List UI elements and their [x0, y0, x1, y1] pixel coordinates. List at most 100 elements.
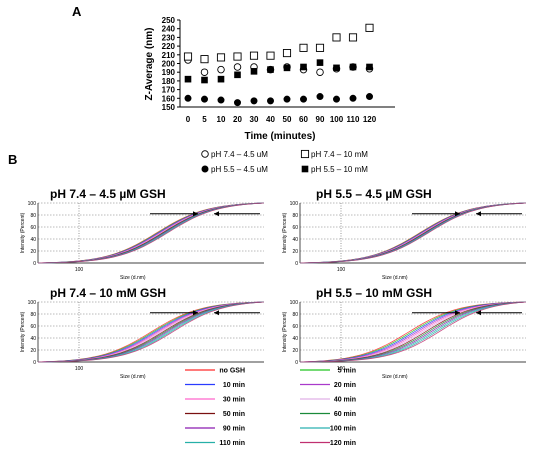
data-point	[366, 63, 373, 71]
y-tick-label: 100	[28, 201, 37, 207]
y-tick-label: 240	[162, 25, 176, 34]
key-label: 90 min	[223, 426, 245, 433]
distribution-curve	[37, 202, 265, 264]
distribution-curve	[299, 202, 527, 264]
distribution-curve	[37, 202, 265, 264]
x-tick-label: 100	[330, 115, 344, 124]
data-point	[333, 95, 340, 103]
data-point	[267, 66, 274, 73]
distribution-curve	[37, 301, 265, 363]
size-distribution-chart: pH 7.4 – 10 mM GSH 0 20 40 60 80 100 100 Size (d…	[20, 286, 265, 380]
arrow-head	[193, 310, 198, 316]
data-point	[299, 43, 308, 52]
legend-label: pH 7.4 – 4.5 uM	[211, 150, 268, 159]
distribution-curve	[37, 202, 265, 264]
distribution-curve	[37, 202, 265, 264]
x-tick-label: 90	[316, 115, 325, 124]
y-tick-label: 60	[292, 225, 298, 231]
key-label: 20 min	[334, 382, 356, 389]
arrow-head	[214, 211, 219, 217]
key-label: 50 min	[223, 411, 245, 418]
distribution-curve	[37, 202, 265, 264]
x-axis-label: Size (d.nm)	[382, 275, 408, 281]
y-tick-label: 20	[30, 348, 36, 354]
x-tick-label: 120	[363, 115, 377, 124]
legend-marker	[201, 150, 209, 158]
distribution-curve	[299, 202, 527, 264]
y-tick-label: 80	[30, 312, 36, 318]
distribution-curve	[299, 202, 527, 264]
scatter-legend: pH 7.4 – 4.5 uM pH 7.4 – 10 mM pH 5.5 – 4.…	[201, 149, 368, 174]
x-tick-label: 110	[347, 115, 360, 124]
y-tick-label: 170	[162, 86, 176, 95]
y-tick-label: 60	[292, 324, 298, 330]
subchart-title: pH 7.4 – 10 mM GSH	[50, 286, 166, 300]
x-tick-label: 100	[337, 267, 346, 273]
y-tick-label: 100	[290, 201, 299, 207]
distribution-curve	[299, 202, 527, 264]
y-tick-label: 60	[30, 324, 36, 330]
y-tick-label: 200	[162, 60, 176, 69]
legend-label: pH 5.5 – 4.5 uM	[211, 165, 268, 174]
y-tick-label: 0	[33, 261, 36, 267]
y-tick-label: 40	[292, 237, 298, 243]
y-tick-label: 220	[162, 42, 176, 51]
distribution-curve	[299, 301, 527, 363]
data-point	[316, 59, 324, 66]
subchart-title: pH 7.4 – 4.5 µM GSH	[50, 187, 166, 201]
distribution-curve	[299, 202, 527, 264]
distribution-curve	[299, 202, 527, 264]
data-point	[365, 23, 374, 32]
y-tick-label: 80	[292, 213, 298, 219]
x-axis-label: Size (d.nm)	[120, 374, 146, 380]
y-tick-label: 60	[30, 225, 36, 231]
data-point	[200, 68, 209, 76]
y-tick-label: 230	[162, 33, 176, 42]
data-point	[217, 96, 225, 104]
x-tick-label: 100	[337, 366, 346, 372]
data-point	[349, 94, 357, 102]
y-tick-label: 20	[30, 249, 36, 255]
key-label: 60 min	[334, 411, 356, 418]
data-point	[266, 51, 275, 60]
distribution-curve	[299, 301, 527, 363]
distribution-curve	[37, 202, 265, 264]
distribution-curve	[37, 202, 265, 264]
y-tick-label: 250	[162, 16, 176, 25]
y-tick-label: 210	[162, 51, 176, 60]
distribution-curve	[299, 301, 527, 363]
distribution-curve	[299, 301, 527, 363]
y-tick-label: 100	[28, 300, 37, 306]
y-tick-label: 180	[162, 77, 176, 86]
x-tick-label: 60	[299, 115, 308, 124]
data-point	[217, 75, 225, 83]
key-label: 10 min	[223, 382, 245, 389]
distribution-curve	[299, 301, 527, 363]
arrow-head	[455, 310, 460, 316]
data-point	[349, 63, 357, 71]
y-tick-label: 20	[292, 348, 298, 354]
data-point	[250, 68, 258, 75]
distribution-curve	[299, 301, 527, 363]
y-tick-label: 160	[162, 94, 176, 103]
distribution-curve	[299, 202, 527, 264]
key-label: 110 min	[219, 440, 245, 447]
distribution-curve	[37, 202, 265, 264]
data-point	[201, 95, 208, 103]
key-label: 40 min	[334, 397, 356, 404]
x-axis-title: Time (minutes)	[245, 131, 316, 142]
data-point	[234, 99, 241, 107]
arrow-head	[476, 310, 481, 316]
legend-marker	[300, 149, 310, 159]
data-point	[300, 63, 307, 71]
x-axis-label: Size (d.nm)	[120, 275, 146, 281]
x-tick-label: 40	[266, 115, 275, 124]
size-distribution-chart: pH 5.5 – 4.5 µM GSH 0 20 40 60 80 100 100 Size (…	[282, 187, 527, 281]
distribution-curve	[37, 202, 265, 264]
data-point	[283, 95, 291, 103]
data-point	[315, 43, 325, 52]
y-tick-label: 40	[292, 336, 298, 342]
subchart-title: pH 5.5 – 10 mM GSH	[316, 286, 432, 300]
